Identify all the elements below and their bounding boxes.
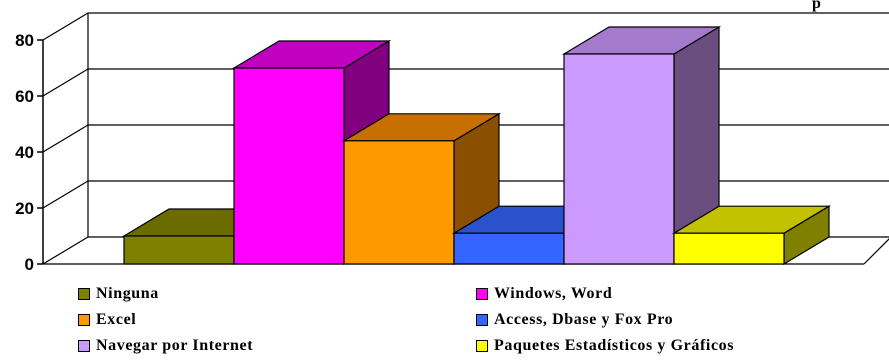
legend-label: Ninguna: [96, 285, 159, 302]
bar-front: [453, 232, 565, 265]
legend-swatch: [78, 288, 90, 300]
gridline-diagonal: [42, 180, 89, 209]
legend-label: Excel: [96, 311, 137, 328]
legend-swatch: [476, 288, 488, 300]
legend-item-paquetes: Paquetes Estadísticos y Gráficos: [476, 336, 734, 356]
bar-front: [233, 67, 345, 265]
gridline-diagonal: [42, 12, 89, 41]
y-axis: 0 20 40 60 80: [15, 31, 44, 274]
bar-front: [563, 53, 675, 265]
legend-item-navegar: Navegar por Internet: [78, 336, 253, 356]
legend-swatch: [476, 314, 488, 326]
legend-item-excel: Excel: [78, 310, 136, 330]
y-tick-label: 60: [15, 87, 34, 106]
bar-6: [671, 205, 832, 266]
legend-swatch: [476, 340, 488, 352]
bar-front: [673, 232, 785, 265]
bar-front: [123, 235, 235, 265]
legend-label: Navegar por Internet: [96, 337, 254, 354]
y-tick-label: 0: [25, 255, 34, 274]
bars: [121, 25, 832, 266]
bar-5: [561, 25, 722, 266]
legend-label: Windows, Word: [494, 285, 613, 302]
gridline-diagonal: [42, 124, 89, 153]
y-tick-label: 20: [15, 199, 34, 218]
legend-item-ninguna: Ninguna: [78, 284, 159, 304]
legend-label: Access, Dbase y Fox Pro: [494, 311, 674, 328]
bar-front: [343, 140, 455, 265]
bar-chart: 0 20 40 60 80 p: [15, 0, 889, 274]
legend-swatch: [78, 314, 90, 326]
legend-item-windows-word: Windows, Word: [476, 284, 612, 304]
y-tick-label: 40: [15, 143, 34, 162]
floor-side-edge: [863, 238, 889, 265]
legend-item-access: Access, Dbase y Fox Pro: [476, 310, 673, 330]
gridline-diagonal: [42, 236, 89, 265]
chart-title: p: [812, 0, 821, 12]
legend-label: Paquetes Estadísticos y Gráficos: [494, 337, 735, 354]
gridline-diagonal: [42, 68, 89, 97]
y-tick-label: 80: [15, 31, 34, 50]
legend-swatch: [78, 340, 90, 352]
